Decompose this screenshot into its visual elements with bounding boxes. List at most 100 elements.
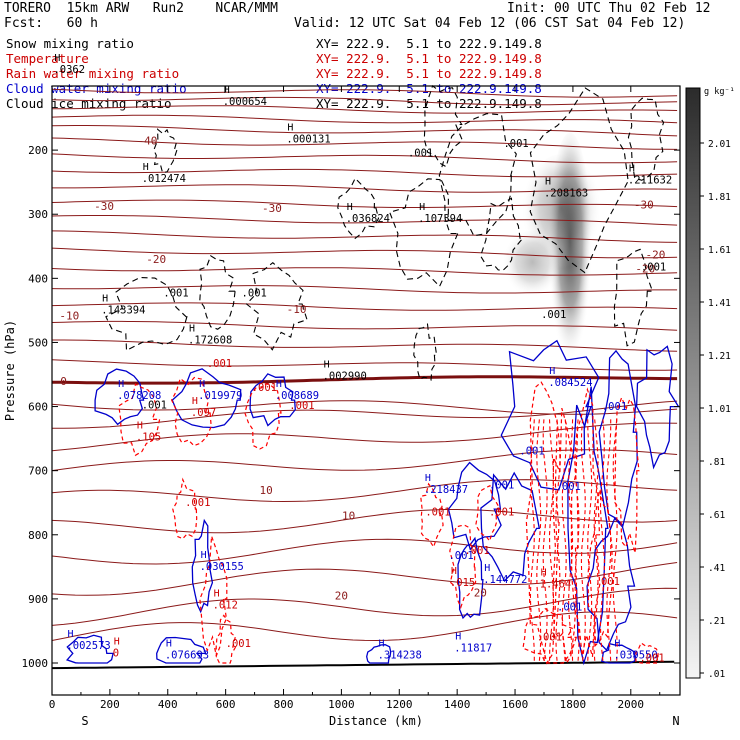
isotherm-line bbox=[51, 479, 678, 503]
rain-column-contour bbox=[542, 419, 548, 664]
isotherm-line bbox=[51, 285, 678, 294]
y-tick-label: 400 bbox=[28, 272, 48, 285]
contour-value-label: .001 bbox=[252, 382, 277, 394]
isotherm-line bbox=[51, 509, 678, 534]
ground-line bbox=[51, 660, 675, 670]
field-xy-temperature: XY= 222.9. 5.1 to 222.9.149.8 bbox=[316, 51, 542, 66]
maximum-value-label: .000131 bbox=[286, 133, 330, 145]
maximum-value-label: .172608 bbox=[188, 335, 232, 347]
contour-value-label: .001 bbox=[541, 309, 566, 321]
contour-value-label: .001 bbox=[556, 481, 581, 493]
maximum-marker: H bbox=[614, 639, 620, 650]
maximum-value-label: .0362 bbox=[53, 64, 85, 76]
maximum-marker: H bbox=[549, 366, 555, 377]
colorbar-label: 1.01 bbox=[708, 404, 731, 415]
contour-value-label: .001 bbox=[537, 632, 562, 644]
maximum-marker: H bbox=[484, 563, 490, 574]
isotherm-line bbox=[51, 105, 678, 114]
x-tick-label: 1400 bbox=[444, 698, 471, 711]
field-xy-snow: XY= 222.9. 5.1 to 222.9.149.8 bbox=[316, 36, 542, 51]
maximum-value-label: .012474 bbox=[142, 173, 186, 185]
rain-column-contour bbox=[612, 419, 618, 664]
contour-value-label: .001 bbox=[602, 401, 627, 413]
cloud-water-contour bbox=[65, 634, 114, 664]
isotherm-line bbox=[51, 96, 678, 106]
isotherm-line bbox=[51, 611, 678, 642]
isotherm-label: -40 bbox=[138, 134, 158, 147]
rain-contour bbox=[634, 642, 659, 664]
isotherm-label: -20 bbox=[146, 253, 166, 266]
x-tick-label: 800 bbox=[274, 698, 294, 711]
ice-contour bbox=[153, 128, 178, 174]
y-tick-label: 600 bbox=[28, 401, 48, 414]
colorbar-unit-label: g kg⁻¹ bbox=[704, 87, 735, 97]
rain-column-contour bbox=[568, 419, 574, 664]
isotherm-line bbox=[51, 114, 678, 124]
contour-value-label: .001 bbox=[489, 480, 514, 492]
rain-column-contour bbox=[548, 419, 555, 664]
maximum-value-label: .218437 bbox=[424, 484, 468, 496]
isotherm-line bbox=[51, 168, 678, 178]
ice-contour bbox=[613, 248, 654, 347]
isotherm-label: -10 bbox=[59, 310, 79, 323]
field-xy-rain: XY= 222.9. 5.1 to 222.9.149.8 bbox=[316, 66, 542, 81]
contour-value-label: .001 bbox=[595, 576, 620, 588]
maximum-value-label: .000654 bbox=[223, 96, 267, 108]
rain-contour bbox=[522, 607, 578, 664]
maximum-marker: H bbox=[189, 324, 195, 335]
maximum-value-label: .097 bbox=[191, 407, 216, 419]
maximum-marker: H bbox=[425, 473, 431, 484]
cloud-water-contour bbox=[94, 368, 145, 426]
contour-value-label: .001 bbox=[226, 638, 251, 650]
isotherm-label: 20 bbox=[474, 586, 487, 599]
rain-contour bbox=[244, 382, 282, 450]
snow-halo-shading bbox=[502, 230, 563, 301]
rain-contour bbox=[449, 524, 477, 609]
rain-contour bbox=[199, 536, 228, 658]
maximum-marker: H bbox=[143, 162, 149, 173]
north-endpoint-label: N bbox=[672, 714, 679, 728]
isotherm-line bbox=[52, 339, 678, 352]
field-xy-cloud-water: XY= 222.9. 5.1 to 222.9.149.8 bbox=[316, 81, 542, 96]
maximum-marker: H bbox=[192, 396, 198, 407]
south-endpoint-label: S bbox=[81, 714, 88, 728]
rain-column-contour bbox=[593, 419, 599, 664]
maximum-marker: H bbox=[224, 85, 230, 96]
ice-contour bbox=[529, 87, 629, 274]
colorbar: 2.01 1.81 1.61 1.41 1.21 1.01 .81 .61 .41 .21 .01 g… bbox=[685, 87, 735, 680]
isotherm-line bbox=[52, 184, 678, 193]
maximum-value-label: .015 bbox=[450, 577, 475, 589]
maximum-value-label: .105 bbox=[136, 432, 161, 444]
colorbar-label: .61 bbox=[708, 510, 725, 521]
field-label-temperature: Temperature bbox=[6, 51, 89, 66]
maximum-marker: H bbox=[67, 629, 73, 640]
ice-contour bbox=[199, 254, 236, 330]
contour-value-label: .001 bbox=[142, 399, 167, 411]
y-tick-label: 200 bbox=[28, 144, 48, 157]
field-label-snow: Snow mixing ratio bbox=[6, 36, 134, 51]
isotherm-label: -20 bbox=[645, 249, 665, 262]
isotherm-label: 10 bbox=[342, 510, 355, 523]
isotherm-line bbox=[51, 267, 678, 276]
ice-contour bbox=[423, 85, 464, 168]
contour-value-label: .001 bbox=[519, 446, 544, 458]
isotherm-line bbox=[51, 449, 678, 472]
maximum-marker: H bbox=[201, 550, 207, 561]
rain-contour bbox=[614, 396, 640, 554]
maximum-marker: H bbox=[379, 639, 385, 650]
maximum-marker: H bbox=[419, 202, 425, 213]
x-tick-label: 1600 bbox=[502, 698, 529, 711]
maximum-marker: H bbox=[54, 53, 60, 64]
x-tick-label: 2000 bbox=[618, 698, 645, 711]
x-axis-label: Distance (km) bbox=[329, 714, 423, 728]
isotherm-line bbox=[51, 199, 678, 208]
maximum-value-label: .012 bbox=[213, 600, 238, 612]
isotherm-line bbox=[51, 88, 678, 98]
mixing-ratio-shading bbox=[502, 132, 602, 373]
x-tick-label: 600 bbox=[216, 698, 236, 711]
rain-contour bbox=[570, 387, 601, 658]
contour-value-label: .001 bbox=[242, 287, 267, 299]
isotherm-line bbox=[51, 125, 678, 137]
